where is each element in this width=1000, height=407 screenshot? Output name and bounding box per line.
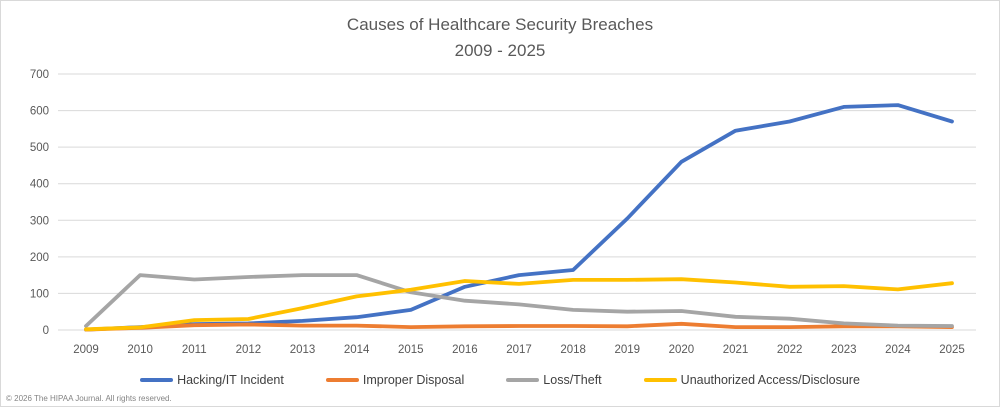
y-tick-label: 600 bbox=[30, 106, 49, 118]
y-tick-label: 400 bbox=[30, 179, 49, 191]
x-tick-label: 2014 bbox=[344, 344, 370, 356]
series-line bbox=[84, 273, 954, 328]
legend-swatch bbox=[325, 378, 359, 382]
y-tick-label: 100 bbox=[30, 288, 49, 300]
legend: Hacking/IT Incident Improper Disposal Loss… bbox=[1, 373, 999, 387]
x-tick-label: 2020 bbox=[669, 344, 695, 356]
series-line bbox=[84, 103, 954, 332]
x-tick-label: 2009 bbox=[73, 344, 99, 356]
x-tick-label: 2025 bbox=[939, 344, 965, 356]
chart-title-line2: 2009 - 2025 bbox=[454, 41, 546, 60]
legend-item: Loss/Theft bbox=[506, 373, 602, 387]
y-tick-label: 300 bbox=[30, 215, 49, 227]
legend-label: Improper Disposal bbox=[362, 373, 465, 387]
x-tick-label: 2021 bbox=[723, 344, 749, 356]
legend-item: Improper Disposal bbox=[325, 373, 465, 387]
x-tick-label: 2024 bbox=[885, 344, 911, 356]
x-tick-label: 2017 bbox=[506, 344, 532, 356]
legend-swatch bbox=[643, 378, 677, 382]
x-tick-label: 2012 bbox=[236, 344, 262, 356]
legend-label: Unauthorized Access/Disclosure bbox=[680, 373, 860, 387]
y-tick-label: 0 bbox=[43, 325, 49, 337]
y-tick-label: 700 bbox=[30, 69, 49, 81]
x-tick-label: 2010 bbox=[127, 344, 153, 356]
x-tick-label: 2019 bbox=[614, 344, 640, 356]
series-line bbox=[84, 277, 954, 332]
legend-label: Loss/Theft bbox=[543, 373, 602, 387]
copyright-text: © 2026 The HIPAA Journal. All rights res… bbox=[6, 394, 172, 403]
x-tick-label: 2016 bbox=[452, 344, 478, 356]
legend-item: Unauthorized Access/Disclosure bbox=[643, 373, 860, 387]
y-tick-label: 500 bbox=[30, 142, 49, 154]
chart-title: Causes of Healthcare Security Breaches 2… bbox=[1, 12, 999, 64]
legend-item: Hacking/IT Incident bbox=[140, 373, 284, 387]
legend-swatch bbox=[140, 378, 174, 382]
x-tick-label: 2022 bbox=[777, 344, 803, 356]
legend-swatch bbox=[506, 378, 540, 382]
x-tick-label: 2013 bbox=[290, 344, 316, 356]
x-tick-label: 2015 bbox=[398, 344, 424, 356]
chart-title-line1: Causes of Healthcare Security Breaches bbox=[346, 15, 654, 34]
x-tick-label: 2018 bbox=[560, 344, 586, 356]
y-tick-label: 200 bbox=[30, 252, 49, 264]
chart-svg: 0 100 200 300 400 500 600 700 2009 2010 2011 2012 20… bbox=[30, 69, 976, 356]
x-tick-label: 2023 bbox=[831, 344, 857, 356]
legend-label: Hacking/IT Incident bbox=[177, 373, 284, 387]
x-tick-label: 2011 bbox=[182, 344, 207, 356]
series-line bbox=[84, 321, 954, 332]
